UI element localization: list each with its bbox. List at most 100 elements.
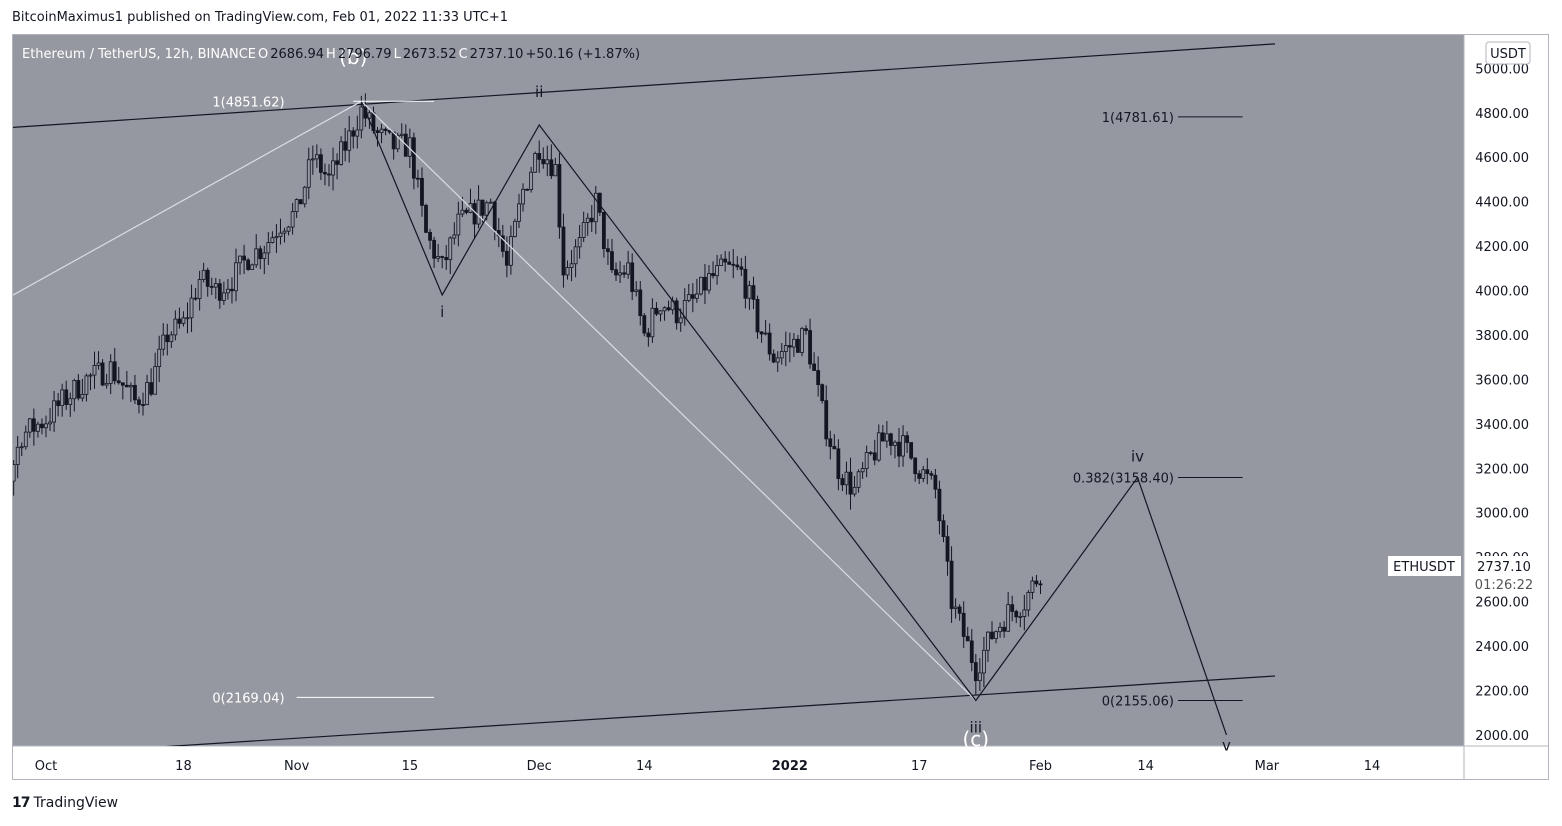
- candle-body: [614, 269, 618, 276]
- candle-body: [682, 300, 687, 319]
- candle-body: [149, 382, 154, 395]
- candle-body: [363, 106, 368, 119]
- candle-body: [319, 154, 323, 173]
- candle-body: [379, 128, 384, 134]
- time-tick-1: Oct: [35, 759, 57, 774]
- candle-body: [424, 204, 428, 233]
- candle-body: [945, 536, 950, 562]
- candle-body: [783, 345, 788, 352]
- candle-body: [897, 441, 901, 457]
- close-label: C: [459, 47, 468, 62]
- candle-body: [994, 631, 998, 639]
- candle-body: [844, 471, 849, 486]
- time-tick-12: 14: [1364, 759, 1381, 774]
- price-tick-16: 2000.00: [1475, 729, 1529, 744]
- candle-body: [796, 338, 800, 353]
- candle-body: [585, 217, 590, 223]
- candle-body: [48, 421, 52, 425]
- candle-body: [622, 272, 627, 275]
- candle-body: [739, 266, 744, 270]
- candle-body: [816, 370, 821, 386]
- candle-body: [205, 269, 210, 287]
- candle-body: [521, 188, 525, 205]
- fib-level-label-2: 0(2169.04): [212, 691, 284, 706]
- candle-body: [884, 433, 889, 442]
- candle-body: [250, 264, 255, 270]
- candle-body: [395, 135, 400, 150]
- time-tick-4: 15: [402, 759, 419, 774]
- candle-body: [593, 192, 598, 223]
- candle-body: [108, 361, 113, 384]
- candle-body: [13, 464, 16, 482]
- candle-body: [193, 297, 198, 300]
- candle-body: [537, 153, 542, 160]
- candle-body: [509, 236, 513, 266]
- candle-body: [242, 255, 246, 261]
- chart-frame: [12, 34, 1549, 780]
- candle-body: [278, 232, 283, 238]
- candle-body: [1026, 591, 1031, 611]
- candle-body: [666, 307, 671, 311]
- candle-body: [715, 265, 719, 277]
- candle-body: [565, 267, 570, 276]
- candle-body: [723, 258, 728, 263]
- elliott-wave-path: [360, 101, 1228, 736]
- candle-body: [104, 383, 109, 386]
- last-price-box: [1466, 556, 1542, 594]
- candle-body: [836, 448, 841, 479]
- candle-body: [217, 283, 222, 301]
- candle-body: [929, 473, 934, 476]
- candle-body: [642, 315, 647, 334]
- candle-body: [112, 361, 117, 382]
- candle-body: [213, 283, 218, 288]
- candle-body: [488, 201, 493, 204]
- price-tick-2: 4800.00: [1475, 107, 1529, 122]
- candle-body: [375, 130, 380, 134]
- publisher-line: BitcoinMaximus1 published on TradingView…: [12, 10, 509, 25]
- candle-body: [545, 159, 550, 165]
- high-value: 2796.79: [338, 47, 392, 62]
- candle-body: [727, 261, 732, 265]
- candle-body: [238, 255, 242, 264]
- candle-body: [1018, 616, 1023, 618]
- candle-body: [557, 164, 562, 228]
- candle-body: [601, 211, 606, 250]
- wave-label-3: i: [440, 303, 444, 321]
- candle-body: [569, 263, 574, 268]
- bar-countdown: 01:26:22: [1475, 578, 1533, 593]
- candle-body: [19, 446, 24, 449]
- candle-body: [658, 310, 663, 315]
- candle-body: [27, 418, 32, 433]
- candle-body: [440, 256, 445, 258]
- candle-body: [982, 649, 986, 674]
- candle-body: [986, 631, 990, 651]
- candle-body: [824, 400, 829, 440]
- candle-body: [92, 365, 97, 376]
- wave-label-4: ii: [535, 83, 543, 101]
- candle-body: [1010, 604, 1015, 612]
- wave-label-7: v: [1222, 736, 1231, 754]
- time-tick-3: Nov: [284, 759, 310, 774]
- candle-body: [634, 289, 639, 292]
- candle-body: [448, 237, 453, 261]
- candle-body: [876, 432, 881, 461]
- candle-body: [606, 248, 610, 253]
- candle-body: [452, 234, 457, 239]
- candle-body: [977, 672, 982, 682]
- candle-body: [953, 606, 958, 609]
- candle-body: [763, 332, 768, 335]
- diagonal-line-2: [360, 100, 977, 701]
- candle-body: [343, 141, 348, 151]
- candle-body: [124, 384, 129, 388]
- candle-body: [432, 239, 436, 259]
- candle-body: [577, 237, 582, 248]
- candle-body: [31, 418, 36, 432]
- channel-line-2: [165, 675, 1276, 746]
- candle-body: [549, 159, 554, 177]
- candle-body: [428, 231, 432, 241]
- candle-body: [331, 160, 335, 176]
- candle-body: [472, 203, 477, 225]
- candle-body: [561, 226, 566, 276]
- candle-body: [339, 141, 344, 165]
